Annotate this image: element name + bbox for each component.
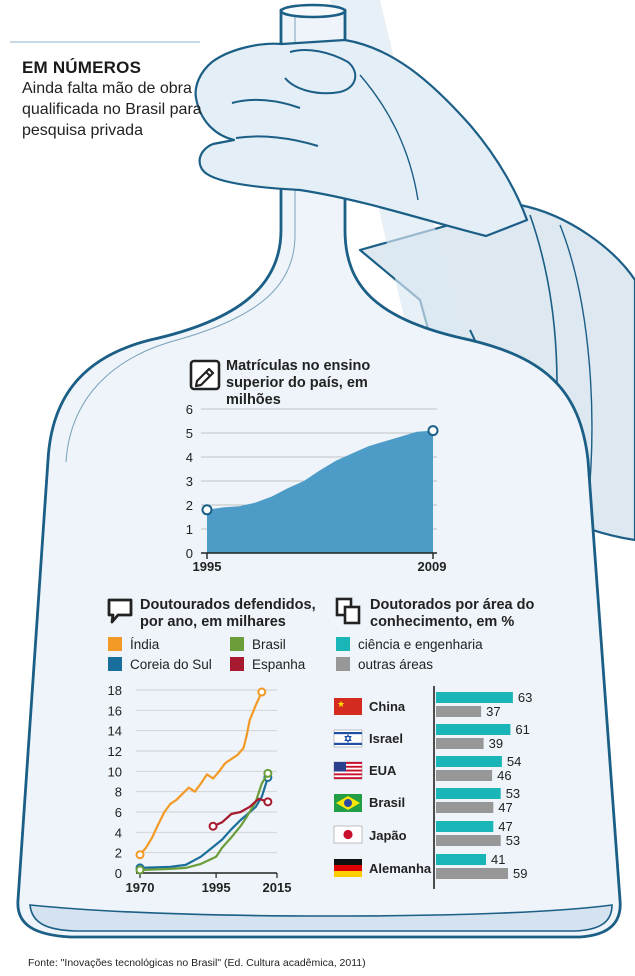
legend-item-other: outras áreas [336, 657, 433, 672]
data-point-end [263, 768, 273, 778]
pencil-icon [189, 359, 221, 391]
header-subtitle: Ainda falta mão de obra qualificada no B… [22, 80, 202, 139]
bar [436, 835, 501, 846]
doctorates-line-chart: 0 2 4 6 8 10 12 14 16 18 1970 1995 2015 [108, 683, 292, 895]
svg-text:★: ★ [337, 700, 345, 710]
data-point-start [208, 821, 218, 831]
bar [436, 724, 511, 735]
enrollment-area-chart: 0 1 2 3 4 5 6 1995 2009 [186, 402, 447, 574]
category-label: Alemanha [369, 861, 432, 876]
hand-illustration [194, 38, 529, 238]
y-tick-label: 5 [186, 426, 193, 441]
legend-item-science: ciência e engenharia [336, 637, 483, 652]
data-label: 39 [489, 736, 503, 751]
y-tick-label: 2 [186, 498, 193, 513]
y-tick-label: 8 [115, 785, 122, 800]
area-series [207, 430, 433, 553]
legend-swatch [336, 637, 350, 651]
bar [436, 868, 508, 879]
y-tick-label: 2 [115, 846, 122, 861]
y-tick-label: 4 [186, 450, 193, 465]
y-tick-label: 0 [115, 866, 122, 881]
bar [436, 821, 494, 832]
category-label: EUA [369, 763, 397, 778]
y-tick-label: 1 [186, 522, 193, 537]
bar [436, 770, 493, 781]
brazil-flag-icon [334, 794, 362, 812]
data-label: 53 [506, 833, 520, 848]
speech-bubble-icon [107, 598, 133, 624]
category-label: Israel [369, 731, 403, 746]
category-label: Brasil [369, 795, 405, 810]
data-label: 47 [498, 800, 512, 815]
legend-swatch [108, 637, 122, 651]
y-tick-label: 16 [108, 703, 122, 718]
bar [436, 802, 494, 813]
china-flag-icon: ★ [334, 698, 362, 715]
area-chart-title: Matrículas no ensino superior do país, e… [226, 358, 371, 408]
legend-item-brazil: Brasil [230, 637, 286, 652]
source-note: Fonte: "Inovações tecnológicas no Brasil… [28, 957, 366, 969]
data-point-start [135, 865, 145, 875]
legend-item-south-korea: Coreia do Sul [108, 657, 212, 672]
y-tick-label: 12 [108, 744, 122, 759]
data-point-start [201, 504, 213, 516]
data-point-end [427, 425, 439, 437]
data-point-end [257, 687, 267, 697]
legend-swatch [230, 657, 244, 671]
document-icon [335, 597, 361, 625]
line-series [212, 797, 269, 828]
bar [436, 706, 482, 717]
data-label: 53 [506, 786, 520, 801]
bar [436, 854, 486, 865]
data-label: 41 [491, 852, 505, 867]
legend-swatch [108, 657, 122, 671]
bar [436, 756, 502, 767]
category-label: Japão [369, 828, 407, 843]
bar-chart-title: Doutorados por área do conhecimento, em … [370, 597, 535, 630]
line-series [139, 691, 263, 856]
bar [436, 738, 484, 749]
y-tick-label: 3 [186, 474, 193, 489]
legend-swatch [336, 657, 350, 671]
y-tick-label: 0 [186, 546, 193, 561]
japan-flag-icon [333, 825, 363, 844]
y-tick-label: 6 [186, 402, 193, 417]
y-tick-label: 10 [108, 764, 122, 779]
usa-flag-icon [333, 761, 363, 780]
line-series [139, 777, 269, 869]
y-tick-label: 14 [108, 724, 122, 739]
legend-item-spain: Espanha [230, 657, 305, 672]
data-label: 63 [518, 690, 532, 705]
x-tick-label: 2009 [418, 559, 447, 574]
flask-rim [279, 3, 347, 19]
x-tick-label: 2015 [263, 880, 292, 895]
data-label: 37 [486, 704, 500, 719]
germany-flag-icon [334, 859, 362, 877]
data-point-start [135, 850, 145, 860]
x-tick-label: 1995 [202, 880, 231, 895]
y-tick-label: 6 [115, 805, 122, 820]
israel-flag-icon [333, 729, 363, 748]
data-label: 59 [513, 866, 527, 881]
y-tick-label: 4 [115, 825, 122, 840]
line-chart-title: Doutourados defendidos, por ano, em milh… [140, 597, 316, 630]
data-label: 46 [497, 768, 511, 783]
data-label: 47 [498, 819, 512, 834]
legend-item-india: Índia [108, 637, 159, 652]
doctorates-area-bar-chart: China6337Israel6139EUA5446Brasil5347Japã… [369, 686, 532, 889]
legend-swatch [230, 637, 244, 651]
header-title: EM NÚMEROS [22, 58, 142, 77]
data-label: 61 [515, 722, 529, 737]
x-tick-label: 1970 [126, 880, 155, 895]
category-label: China [369, 699, 406, 714]
data-label: 54 [507, 754, 521, 769]
line-series [139, 772, 269, 872]
bar [436, 692, 513, 703]
x-tick-label: 1995 [193, 559, 222, 574]
data-point-end [263, 797, 273, 807]
y-tick-label: 18 [108, 683, 122, 698]
bar [436, 788, 501, 799]
